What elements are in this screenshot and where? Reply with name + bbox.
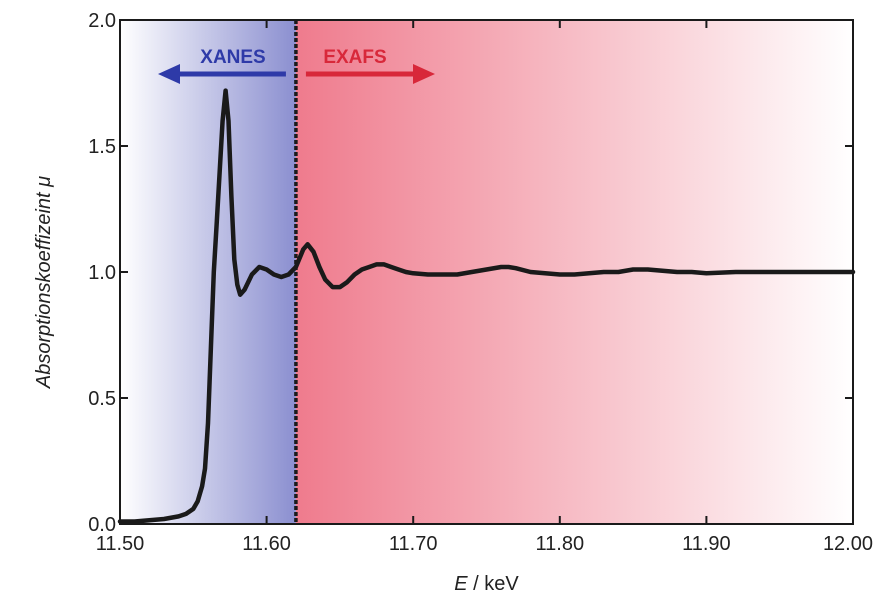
x-tick-label: 11.70 [389, 533, 438, 555]
x-tick-label: 11.80 [536, 533, 585, 555]
exafs-label: EXAFS [323, 47, 386, 68]
x-axis-title: E / keV [454, 573, 519, 595]
absorption-spectrum-line [117, 88, 856, 524]
exafs-arrow [305, 64, 435, 84]
plot-frame [119, 19, 854, 525]
y-tick-label: 2.0 [88, 10, 116, 32]
x-tick-label: 11.90 [682, 533, 731, 555]
xanes-arrow [158, 64, 286, 84]
y-tick-label: 0.5 [88, 388, 116, 410]
x-tick-label: 12.00 [823, 533, 873, 555]
x-axis-variable: E [454, 573, 468, 595]
y-axis-title: Absorptionskoeffizeint μ [33, 176, 55, 389]
y-tick-label: 1.0 [88, 262, 116, 284]
x-tick-label: 11.60 [242, 533, 291, 555]
x-axis-unit: / keV [468, 573, 520, 595]
y-axis-label: Absorptionskoeffizeint [33, 187, 55, 389]
y-axis-variable: μ [33, 176, 55, 188]
y-tick-label: 1.5 [88, 136, 116, 158]
y-tick-label: 0.0 [88, 514, 116, 536]
x-tick-label: 11.50 [96, 533, 145, 555]
xanes-label: XANES [200, 47, 265, 68]
